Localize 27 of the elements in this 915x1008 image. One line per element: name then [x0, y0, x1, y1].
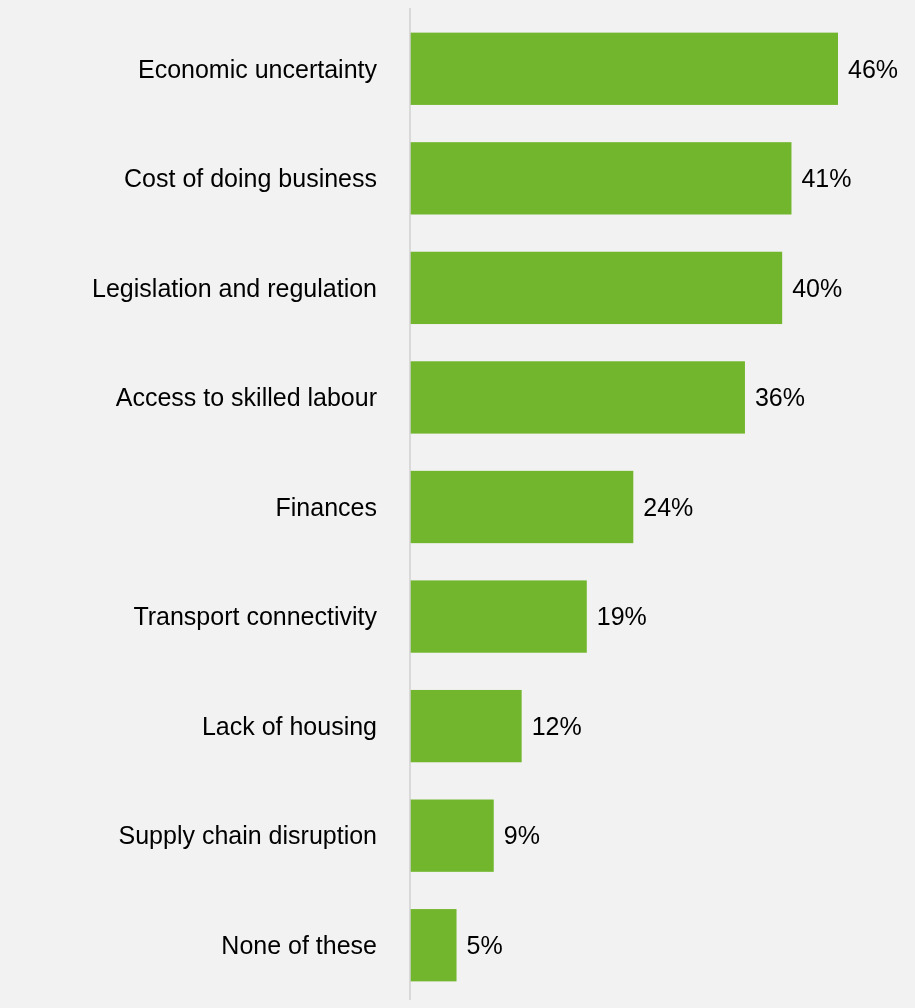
y-tick-label: Legislation and regulation [92, 273, 377, 302]
y-tick-label: Economic uncertainty [137, 54, 378, 83]
bar [410, 580, 587, 653]
bar [410, 909, 457, 982]
data-label: 36% [754, 383, 805, 412]
bar [410, 689, 522, 763]
y-tick-label: None of these [221, 930, 377, 959]
data-label: 46% [848, 54, 899, 83]
y-tick-label: Lack of housing [201, 711, 377, 740]
bar [410, 32, 838, 105]
bar [410, 142, 792, 215]
data-label: 40% [792, 273, 843, 302]
y-tick-label: Supply chain disruption [118, 821, 377, 850]
y-tick-label: Finances [275, 492, 377, 521]
bar [410, 361, 745, 434]
data-label: 41% [801, 164, 852, 193]
bar [410, 251, 783, 325]
y-tick-label: Transport connectivity [133, 602, 378, 631]
y-tick-label: Access to skilled labour [115, 383, 377, 412]
bar [410, 799, 494, 872]
data-label: 5% [466, 930, 503, 959]
data-label: 24% [643, 492, 694, 521]
data-label: 19% [596, 602, 647, 631]
data-label: 12% [531, 711, 582, 740]
bar [410, 470, 634, 544]
data-label: 9% [503, 821, 540, 850]
y-tick-label: Cost of doing business [124, 164, 377, 193]
